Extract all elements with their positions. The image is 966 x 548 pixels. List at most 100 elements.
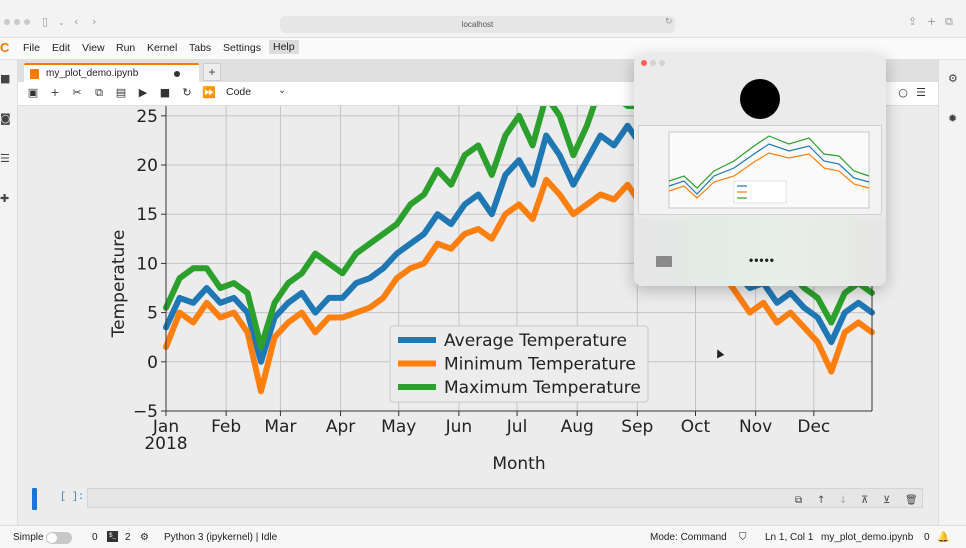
fast-forward-icon[interactable]: ⏩ xyxy=(202,86,216,99)
x-tick-label: Feb xyxy=(211,417,241,437)
popup-close-dot[interactable] xyxy=(641,60,647,66)
more-options-icon[interactable]: ••••• xyxy=(749,253,776,267)
cursor-position[interactable]: Ln 1, Col 1 xyxy=(765,532,814,543)
debugger-icon[interactable]: ✹ xyxy=(948,112,958,125)
cell-prompt: [ ]: xyxy=(60,492,85,503)
add-tab-button[interactable]: + xyxy=(203,63,221,81)
notebook-tab[interactable]: my_plot_demo.ipynb xyxy=(24,63,199,83)
extension-icon[interactable]: ✚ xyxy=(0,192,10,205)
save-icon[interactable]: ▣ xyxy=(27,86,39,99)
x-tick-label: Oct xyxy=(681,417,711,437)
simple-mode-toggle[interactable] xyxy=(46,532,72,544)
kernel-count: 2 xyxy=(125,532,131,543)
cell-type-select[interactable]: Code xyxy=(226,86,252,98)
stop-icon[interactable]: ■ xyxy=(159,86,171,99)
popup-minimize-dot[interactable] xyxy=(650,60,656,66)
legend-label: Minimum Temperature xyxy=(444,355,636,375)
window-minimize-dot[interactable] xyxy=(14,19,20,25)
folder-icon[interactable]: ■ xyxy=(0,72,11,85)
restart-icon[interactable]: ↻ xyxy=(182,86,192,99)
forward-arrow-icon[interactable]: › xyxy=(92,15,97,28)
copy-icon[interactable]: ⧉ xyxy=(95,86,103,99)
series-line-minimum-temperature xyxy=(163,176,875,395)
jupyter-logo-icon: C xyxy=(0,40,10,55)
move-up-icon[interactable]: ↑ xyxy=(817,495,826,506)
menu-kernel[interactable]: Kernel xyxy=(147,42,178,54)
display-icon[interactable] xyxy=(656,256,672,267)
simple-mode-label: Simple xyxy=(13,532,44,543)
menu-file[interactable]: File xyxy=(23,42,40,54)
y-tick-label: 20 xyxy=(136,156,158,176)
address-bar[interactable]: localhost xyxy=(280,16,675,33)
sidebar-toggle-icon[interactable]: ▯ xyxy=(42,15,49,28)
notebook-icon xyxy=(30,69,39,79)
legend-label: Maximum Temperature xyxy=(444,378,641,398)
x-tick-label: Jul xyxy=(506,417,528,437)
window-zoom-dot[interactable] xyxy=(24,19,30,25)
insert-above-icon[interactable]: ⊼ xyxy=(861,495,869,506)
legend-box xyxy=(389,325,649,403)
x-tick-label: Apr xyxy=(326,417,355,437)
x-tick-label: Mar xyxy=(264,417,296,437)
insert-cell-icon[interactable]: + xyxy=(50,86,60,99)
kernel-gear-icon[interactable]: ⚙ xyxy=(140,532,149,543)
toc-icon[interactable]: ☰ xyxy=(0,152,10,165)
x-tick-label: 2018 xyxy=(144,434,187,454)
y-tick-label: 25 xyxy=(136,107,158,127)
menu-run[interactable]: Run xyxy=(116,42,136,54)
menu-icon[interactable]: ☰ xyxy=(916,86,926,99)
window-close-dot[interactable] xyxy=(4,19,10,25)
menu-bar: C File Edit View Run Kernel Tabs Setting… xyxy=(0,38,966,60)
reload-icon[interactable]: ↻ xyxy=(665,17,673,27)
cell-editor[interactable]: ⧉ ↑ ↓ ⊼ ⊻ 🗑 xyxy=(87,488,923,508)
x-tick-label: Dec xyxy=(797,417,830,437)
delete-cell-icon[interactable]: 🗑 xyxy=(905,495,918,506)
kernel-status[interactable]: Python 3 (ipykernel) | Idle xyxy=(164,532,278,543)
menu-settings[interactable]: Settings xyxy=(223,42,261,54)
file-name: my_plot_demo.ipynb xyxy=(821,532,914,543)
x-tick-label: Jun xyxy=(445,417,473,437)
run-icon[interactable]: ▶ xyxy=(138,86,148,99)
terminal-count: 0 xyxy=(92,532,98,543)
menu-tabs[interactable]: Tabs xyxy=(189,42,212,54)
screen-thumbnail xyxy=(638,125,882,215)
menu-view[interactable]: View xyxy=(82,42,105,54)
code-cell[interactable]: [ ]: ⧉ ↑ ↓ ⊼ ⊻ 🗑 xyxy=(18,486,936,512)
unsaved-dot-icon[interactable] xyxy=(174,71,180,77)
left-sidebar: ■ ◙ ☰ ✚ xyxy=(0,60,18,525)
y-tick-label: 5 xyxy=(147,304,158,324)
new-tab-icon[interactable]: + xyxy=(927,15,937,28)
chevron-down-icon[interactable]: ⌄ xyxy=(58,18,65,27)
duplicate-cell-icon[interactable]: ⧉ xyxy=(795,495,803,506)
series-line-average-temperature xyxy=(163,122,875,365)
y-tick-label: 10 xyxy=(136,254,158,274)
back-arrow-icon[interactable]: ‹ xyxy=(74,15,79,28)
x-axis-label: Month xyxy=(492,454,545,474)
chevron-down-icon[interactable]: ⌄ xyxy=(278,85,287,96)
move-down-icon[interactable]: ↓ xyxy=(839,495,848,506)
shield-icon[interactable]: ⛉ xyxy=(739,532,747,543)
paste-icon[interactable]: ▤ xyxy=(115,86,127,99)
bell-icon[interactable]: 🔔 xyxy=(937,532,950,543)
notification-count: 0 xyxy=(924,532,930,543)
menu-edit[interactable]: Edit xyxy=(52,42,71,54)
insert-below-icon[interactable]: ⊻ xyxy=(883,495,891,506)
tab-overview-icon[interactable]: ⧉ xyxy=(945,15,953,28)
cut-icon[interactable]: ✂ xyxy=(72,86,82,99)
popup-controls: ••••• xyxy=(634,217,886,286)
x-tick-label: Aug xyxy=(561,417,594,437)
kernel-status-icon[interactable]: ○ xyxy=(898,86,908,99)
property-inspector-icon[interactable]: ⚙ xyxy=(948,72,958,85)
thumbnail-chart xyxy=(668,131,870,209)
share-icon[interactable]: ⇪ xyxy=(908,15,918,28)
browser-toolbar: ▯ ⌄ ‹ › localhost ↻ ⇪ + ⧉ xyxy=(0,0,966,38)
active-cell-marker xyxy=(32,488,37,510)
running-icon[interactable]: ◙ xyxy=(0,112,11,125)
terminal-icon[interactable]: $_ xyxy=(107,531,118,542)
menu-help[interactable]: Help xyxy=(269,40,299,54)
popup-zoom-dot[interactable] xyxy=(659,60,665,66)
recording-popup: ••••• xyxy=(634,55,886,286)
y-axis-label: Temperature xyxy=(109,230,129,339)
url-text: localhost xyxy=(461,20,494,29)
tab-title: my_plot_demo.ipynb xyxy=(46,68,139,79)
